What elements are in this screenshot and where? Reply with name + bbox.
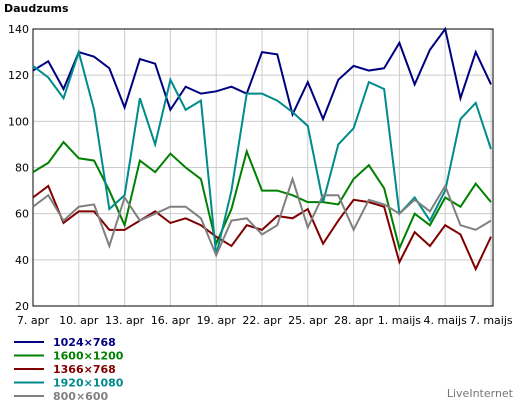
x-tick-label: 13. apr [105, 314, 145, 327]
plot-frame [32, 28, 494, 307]
x-tick-label: 10. apr [59, 314, 99, 327]
x-tick-label: 16. apr [151, 314, 191, 327]
y-tick-label: 120 [8, 69, 29, 82]
x-tick-label: 7. apr [17, 314, 50, 327]
x-tick-label: 1. maijs [378, 314, 422, 327]
x-tick-label: 28. apr [334, 314, 374, 327]
series-line [32, 140, 492, 252]
x-tick-label: 19. apr [197, 314, 237, 327]
series-line [32, 175, 492, 258]
y-tick-label: 100 [8, 115, 29, 128]
x-tick-label: 4. maijs [424, 314, 468, 327]
chart-title: Daudzums [4, 2, 69, 15]
legend-label: 1920×1080 [53, 377, 124, 390]
x-tick-label: 25. apr [288, 314, 328, 327]
series-line [32, 48, 492, 256]
y-tick-label: 20 [15, 300, 29, 313]
legend-label: 1366×768 [53, 363, 116, 376]
y-tick-label: 80 [15, 162, 29, 175]
credit: LiveInternet [447, 387, 514, 400]
legend-label: 800×600 [53, 390, 108, 403]
legend-label: 1024×768 [53, 336, 116, 349]
x-tick-label: 7. maijs [469, 314, 513, 327]
y-tick-label: 40 [15, 254, 29, 267]
legend-label: 1600×1200 [53, 350, 124, 363]
x-tick-label: 22. apr [242, 314, 282, 327]
series-line [32, 26, 492, 122]
y-tick-label: 140 [8, 23, 29, 36]
y-tick-label: 60 [15, 208, 29, 221]
series-line [32, 184, 492, 272]
